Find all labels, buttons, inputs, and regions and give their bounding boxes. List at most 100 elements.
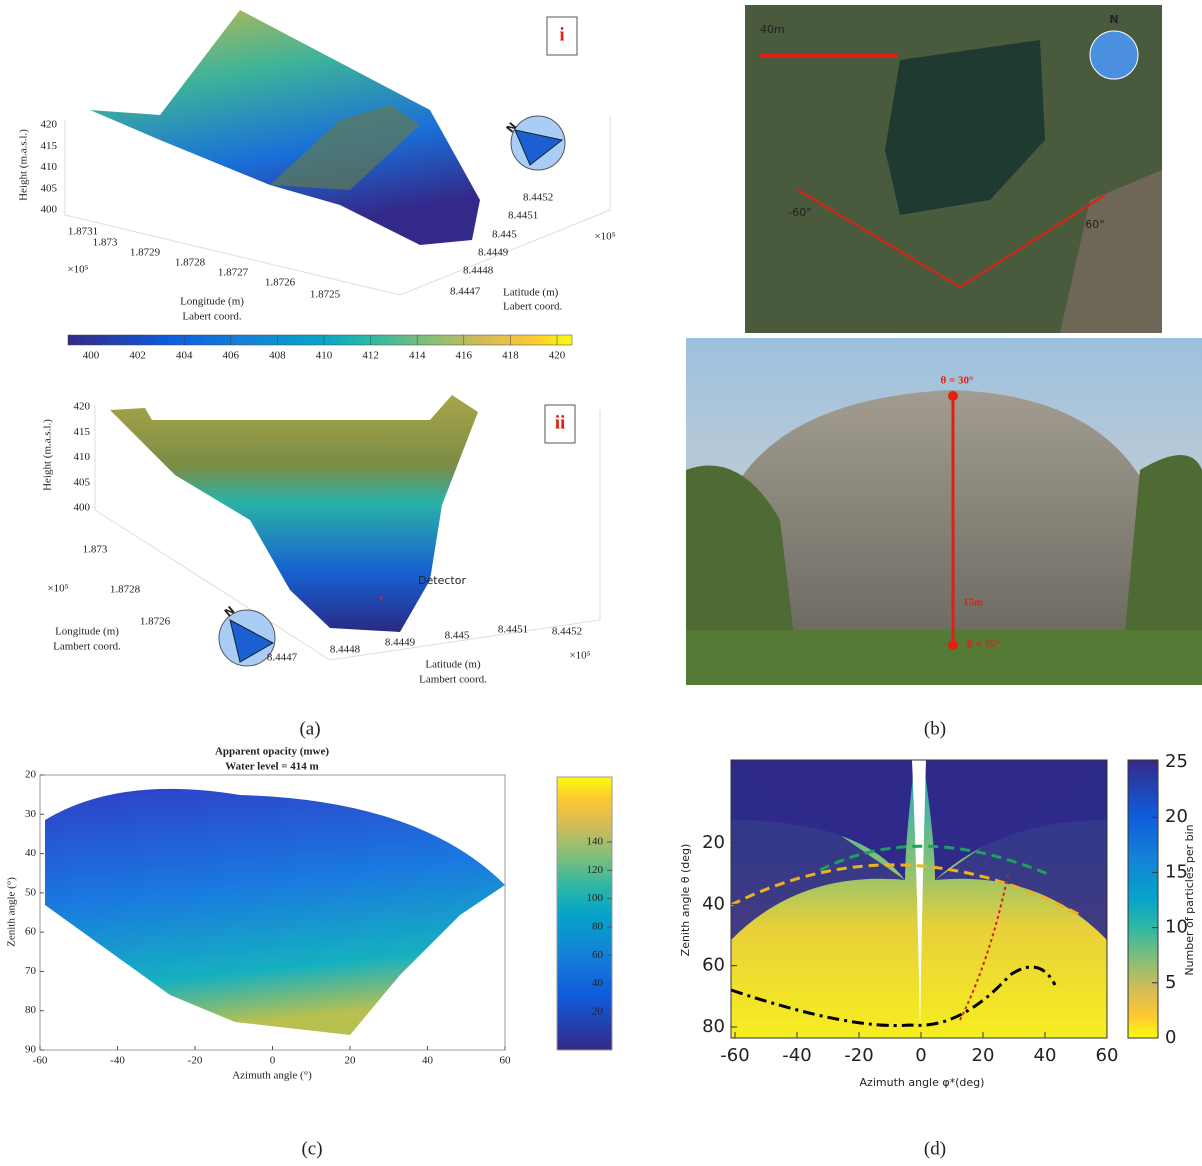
tick-label: 40 <box>422 1055 434 1067</box>
tick-label: 20 <box>972 1045 995 1066</box>
village <box>1060 170 1162 333</box>
tick-label: 1.8728 <box>110 584 141 596</box>
tick-label: 1.873 <box>83 544 108 556</box>
tick-label: 1.8726 <box>140 616 171 628</box>
latitude-label: Latitude (m) <box>503 287 559 299</box>
tag-box <box>546 16 578 56</box>
axes-box <box>64 115 611 296</box>
tick-label: 400 <box>83 350 100 362</box>
tick-label: 20 <box>25 769 37 781</box>
label: (a) <box>299 718 320 739</box>
tick-label: 418 <box>502 350 519 362</box>
right-angle: 60° <box>1085 218 1105 231</box>
tick-label: 0 <box>1165 1027 1176 1048</box>
contour <box>730 863 1081 917</box>
compass <box>1089 30 1139 80</box>
tick-label: 0 <box>915 1045 926 1066</box>
tick-label: 60 <box>1096 1045 1119 1066</box>
surface <box>90 10 480 245</box>
label: (b) <box>924 718 946 739</box>
tick-label: 80 <box>25 1004 37 1016</box>
saturated-region <box>731 760 905 940</box>
tick-label: -60 <box>33 1055 48 1067</box>
saturated-region <box>731 760 915 880</box>
tick-label: 100 <box>587 892 604 904</box>
latitude-coord: Lambert coord. <box>419 674 487 686</box>
tick-label: 40 <box>592 977 604 989</box>
tick-label: 60 <box>702 955 725 976</box>
tick-label: 412 <box>362 350 379 362</box>
angle-line <box>797 189 961 288</box>
tick-label: 414 <box>409 350 426 362</box>
tick-label: 420 <box>41 119 58 131</box>
compass-arrow <box>514 129 564 166</box>
x-label: Azimuth angle φ*(deg) <box>860 1076 985 1089</box>
tick-label: 8.4452 <box>552 626 582 638</box>
tick-label: 8.4449 <box>385 637 416 649</box>
tick-label: 50 <box>25 886 37 898</box>
tick-label: 410 <box>316 350 333 362</box>
axes-box <box>94 405 601 661</box>
latitude-exponent: ×10⁵ <box>594 231 615 243</box>
label: (d) <box>924 1138 946 1159</box>
tick-label: 90 <box>25 1044 37 1056</box>
tick-label: 1.8728 <box>175 257 206 269</box>
vegetation <box>686 630 1202 685</box>
tick-label: 20 <box>1165 806 1188 827</box>
tick-label: 80 <box>592 921 604 933</box>
tick-label: -40 <box>782 1045 811 1066</box>
tag: i <box>559 24 564 45</box>
y-label: Zenith angle (°) <box>6 877 18 947</box>
tick-label: 8.4449 <box>478 247 509 259</box>
tick-label: 1.8726 <box>265 277 296 289</box>
colorbar <box>1127 759 1159 1039</box>
tick-label: 20 <box>702 832 725 853</box>
detector-point <box>379 596 383 600</box>
tick-label: 120 <box>587 864 604 876</box>
tick-label: 40 <box>25 847 37 859</box>
opacity-map <box>45 788 505 1035</box>
tick-label: 406 <box>223 350 240 362</box>
y-label: Zenith angle θ (deg) <box>679 844 692 957</box>
tick-label: 416 <box>456 350 473 362</box>
latitude-coord: Labert coord. <box>503 301 562 313</box>
compass-arrow <box>229 619 275 663</box>
tick-label: 8.4451 <box>498 624 528 636</box>
longitude-coord: Labert coord. <box>182 311 241 323</box>
tick-label: 8.4448 <box>330 644 361 656</box>
subtitle: Water level = 414 m <box>225 761 318 773</box>
surface-plot-ii <box>94 395 601 667</box>
tick-label: 415 <box>41 140 58 152</box>
plot-frame <box>730 759 1108 1039</box>
tick-label: 60 <box>25 926 37 938</box>
dam <box>270 105 420 190</box>
tick-label: 8.4447 <box>450 286 481 298</box>
dam-photo <box>686 338 1202 685</box>
tick-label: 415 <box>74 426 91 438</box>
latitude-exponent: ×10⁵ <box>569 650 590 662</box>
tick-label: 405 <box>74 476 91 488</box>
tick-label: 400 <box>74 502 91 514</box>
height-label: Height (m.a.s.l.) <box>42 419 54 491</box>
north: N <box>1109 13 1118 26</box>
tick-label: 1.8725 <box>310 289 341 301</box>
longitude-exponent: ×10⁵ <box>67 264 88 276</box>
tick-label: 400 <box>41 204 58 216</box>
surface <box>110 395 478 632</box>
marker <box>948 640 958 650</box>
x-label: Azimuth angle (°) <box>232 1070 312 1082</box>
detector: Detector <box>418 574 466 587</box>
longitude-label: Longitude (m) <box>180 296 244 308</box>
angle-line <box>959 194 1106 288</box>
tick-label: 404 <box>176 350 193 362</box>
tag-box <box>544 404 576 444</box>
tick-label: 420 <box>549 350 566 362</box>
tick-label: 10 <box>1165 917 1188 938</box>
aerial-photo <box>745 5 1162 333</box>
tick-label: 140 <box>587 836 604 848</box>
tick-label: 40 <box>1034 1045 1057 1066</box>
tick-label: 40 <box>702 893 725 914</box>
tick-label: 402 <box>129 350 146 362</box>
tick-label: 20 <box>592 1006 604 1018</box>
colorbar-label: Number of particles per bin <box>1183 824 1196 975</box>
